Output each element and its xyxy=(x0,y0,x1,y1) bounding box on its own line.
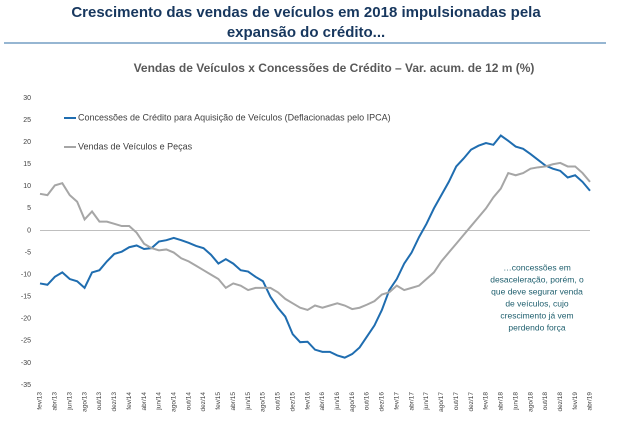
y-tick-label: -30 xyxy=(21,360,31,367)
x-tick-label: dez/18 xyxy=(557,392,564,412)
x-tick-label: out/18 xyxy=(542,392,549,410)
x-tick-label: fev/16 xyxy=(304,392,311,410)
x-tick-label: jun/14 xyxy=(156,392,163,411)
x-tick-label: ago/14 xyxy=(171,392,178,412)
x-tick-label: abr/15 xyxy=(230,392,237,411)
x-tick-label: ago/18 xyxy=(527,392,534,412)
y-tick-label: 5 xyxy=(27,205,31,212)
x-tick-label: ago/17 xyxy=(438,392,445,412)
x-tick-label: fev/14 xyxy=(126,392,133,410)
y-tick-label: 10 xyxy=(23,183,31,190)
x-tick-label: out/17 xyxy=(453,392,460,410)
annotation: crescimento já vem xyxy=(500,310,573,320)
chart-title: Vendas de Veículos x Concessões de Crédi… xyxy=(134,61,535,75)
annotation: que deve segurar venda xyxy=(491,286,583,296)
y-tick-label: 25 xyxy=(23,117,31,124)
x-tick-label: fev/13 xyxy=(37,392,44,410)
y-tick-label: -25 xyxy=(21,338,31,345)
x-tick-label: dez/17 xyxy=(468,392,475,412)
annotation: desaceleração, porém, o xyxy=(490,274,584,284)
annotation: perdendo força xyxy=(508,322,565,332)
page-title: Crescimento das vendas de veículos em 20… xyxy=(71,4,541,21)
x-tick-label: jun/16 xyxy=(334,392,341,411)
y-tick-label: -15 xyxy=(21,294,31,301)
x-tick-label: abr/19 xyxy=(587,392,594,411)
y-tick-label: 15 xyxy=(23,161,31,168)
x-tick-label: abr/13 xyxy=(52,392,59,411)
x-tick-label: jun/17 xyxy=(423,392,430,411)
y-tick-label: 0 xyxy=(27,227,31,234)
x-tick-label: ago/15 xyxy=(260,392,267,412)
x-tick-label: jun/15 xyxy=(245,392,252,411)
x-tick-label: fev/15 xyxy=(215,392,222,410)
x-tick-label: fev/19 xyxy=(572,392,579,410)
page-title: expansão do crédito... xyxy=(227,24,385,41)
x-tick-label: abr/14 xyxy=(141,392,148,411)
y-tick-label: -5 xyxy=(25,249,31,256)
annotation: …concessões em xyxy=(503,262,571,272)
x-tick-label: abr/17 xyxy=(408,392,415,411)
y-tick-label: 20 xyxy=(23,139,31,146)
x-tick-label: dez/14 xyxy=(200,392,207,412)
legend-label: Vendas de Veículos e Peças xyxy=(78,141,193,151)
x-tick-label: ago/13 xyxy=(81,392,88,412)
legend-label: Concessões de Crédito para Aquisição de … xyxy=(78,112,391,122)
x-tick-label: fev/17 xyxy=(393,392,400,410)
y-tick-label: 30 xyxy=(23,95,31,102)
x-tick-label: out/14 xyxy=(185,392,192,410)
annotation: de veículos, cujo xyxy=(505,298,569,308)
x-tick-label: abr/18 xyxy=(498,392,505,411)
x-tick-label: ago/16 xyxy=(349,392,356,412)
x-tick-label: out/16 xyxy=(364,392,371,410)
y-tick-label: -20 xyxy=(21,316,31,323)
x-tick-label: dez/16 xyxy=(379,392,386,412)
x-tick-label: out/13 xyxy=(96,392,103,410)
x-tick-label: out/15 xyxy=(275,392,282,410)
x-tick-label: fev/18 xyxy=(483,392,490,410)
x-tick-label: jun/13 xyxy=(66,392,73,411)
x-tick-label: jun/18 xyxy=(512,392,519,411)
y-tick-label: -10 xyxy=(21,271,31,278)
y-tick-label: -35 xyxy=(21,382,31,389)
x-tick-label: abr/16 xyxy=(319,392,326,411)
x-tick-label: dez/13 xyxy=(111,392,118,412)
series-line xyxy=(39,161,591,312)
x-tick-label: dez/15 xyxy=(289,392,296,412)
series-line xyxy=(39,134,591,359)
